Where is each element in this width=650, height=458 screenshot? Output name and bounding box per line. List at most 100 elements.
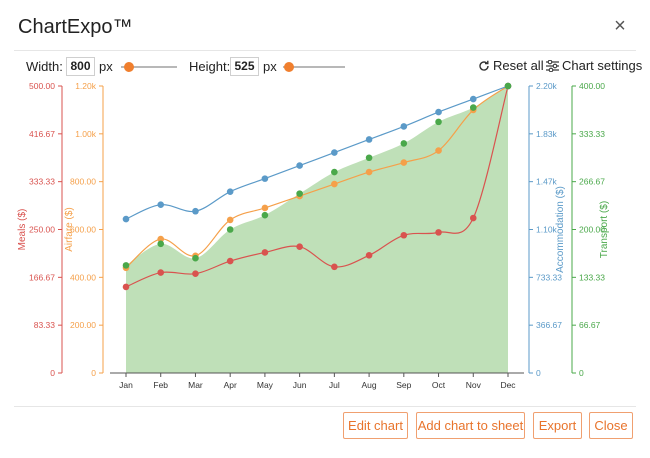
x-axis-tick-label-5: Jun: [293, 380, 307, 390]
data-point-0-1: [157, 269, 165, 276]
data-point-2-5: [296, 162, 303, 169]
y-axis-tick-label-0-5: 416.67: [29, 129, 55, 139]
y-axis-tick-label-0-6: 500.00: [29, 81, 55, 91]
data-point-2-3: [226, 188, 234, 195]
data-point-1-9: [435, 147, 442, 154]
data-point-2-0: [122, 215, 130, 223]
data-point-2-10: [469, 95, 477, 103]
y-axis-tick-label-2-4: 1.47k: [536, 177, 558, 187]
header-divider: [14, 50, 636, 51]
y-axis-tick-label-0-4: 333.33: [29, 177, 55, 187]
export-button[interactable]: Export: [533, 412, 582, 439]
chart-settings-button[interactable]: Chart settings: [546, 58, 642, 73]
y-axis-tick-label-1-4: 800.00: [70, 177, 96, 187]
width-label: Width:: [26, 59, 63, 74]
height-slider-track[interactable]: [283, 66, 345, 68]
data-point-3-2: [192, 254, 199, 262]
data-point-3-0: [122, 262, 130, 269]
y-axis-tick-label-3-4: 266.67: [579, 177, 605, 187]
data-point-0-2: [192, 270, 199, 277]
data-point-3-10: [469, 104, 477, 111]
data-point-3-11: [504, 82, 512, 90]
size-controls: Width: 800 px Height: 525 px Reset all C…: [0, 57, 650, 77]
y-axis-tick-label-2-3: 1.10k: [536, 225, 558, 235]
data-point-0-4: [261, 249, 269, 256]
y-axis-tick-label-0-1: 83.33: [34, 320, 56, 330]
y-axis-title-1: Airfare ($): [64, 207, 75, 251]
data-point-3-6: [331, 168, 338, 176]
data-point-2-1: [157, 201, 165, 209]
y-axis-tick-label-1-6: 1.20k: [75, 81, 97, 91]
edit-chart-button[interactable]: Edit chart: [343, 412, 408, 439]
x-axis-tick-label-11: Dec: [500, 380, 516, 390]
data-point-1-8: [400, 159, 408, 166]
y-axis-tick-label-2-1: 366.67: [536, 320, 562, 330]
footer-divider: [14, 406, 636, 407]
y-axis-tick-label-2-5: 1.83k: [536, 129, 558, 139]
x-axis-tick-label-8: Sep: [396, 380, 411, 390]
y-axis-tick-label-3-5: 333.33: [579, 129, 605, 139]
data-point-1-3: [226, 216, 234, 224]
data-point-0-6: [331, 263, 338, 271]
data-point-2-8: [400, 123, 408, 130]
y-axis-tick-label-3-0: 0: [579, 368, 584, 378]
data-point-1-4: [261, 204, 269, 212]
data-point-3-5: [296, 190, 303, 197]
data-point-3-7: [365, 154, 373, 162]
series-area-3: [126, 86, 508, 373]
dialog-title: ChartExpo™: [18, 16, 133, 38]
data-point-0-8: [400, 231, 408, 239]
width-slider-track[interactable]: [121, 66, 177, 68]
data-point-1-7: [365, 168, 373, 176]
width-unit: px: [99, 59, 113, 74]
x-axis-tick-label-2: Mar: [188, 380, 203, 390]
height-slider-thumb[interactable]: [284, 62, 294, 72]
x-axis-tick-label-0: Jan: [119, 380, 133, 390]
height-input[interactable]: 525: [230, 57, 259, 76]
data-point-0-7: [365, 252, 373, 259]
data-point-0-5: [296, 243, 303, 251]
y-axis-title-2: Accommodation ($): [555, 186, 566, 273]
y-axis-tick-label-1-0: 0: [91, 368, 96, 378]
add-chart-to-sheet-button[interactable]: Add chart to sheet: [416, 412, 525, 439]
y-axis-tick-label-1-1: 200.00: [70, 320, 96, 330]
data-point-2-6: [331, 149, 338, 156]
y-axis-tick-label-1-3: 600.00: [70, 225, 96, 235]
x-axis-tick-label-10: Nov: [466, 380, 482, 390]
data-point-2-2: [192, 207, 199, 215]
y-axis-tick-label-1-2: 400.00: [70, 272, 96, 282]
y-axis-tick-label-1-5: 1.00k: [75, 129, 97, 139]
data-point-2-4: [261, 175, 269, 182]
data-point-3-9: [435, 118, 442, 126]
y-axis-tick-label-2-0: 0: [536, 368, 541, 378]
data-point-0-9: [435, 229, 442, 236]
travel-expense-chart: 0 83.33 166.67 250.00 333.33 416.67 500.00 Meal…: [17, 81, 610, 390]
close-icon[interactable]: ×: [614, 15, 626, 37]
y-axis-tick-label-0-3: 250.00: [29, 225, 55, 235]
width-slider-thumb[interactable]: [124, 62, 134, 72]
height-label: Height:: [189, 59, 231, 74]
y-axis-tick-label-2-6: 2.20k: [536, 81, 558, 91]
data-point-3-1: [157, 240, 165, 248]
data-point-1-1: [157, 235, 165, 243]
x-axis-tick-label-3: Apr: [224, 380, 237, 390]
x-axis-tick-label-9: Oct: [432, 380, 446, 390]
reset-icon: [479, 60, 489, 71]
y-axis-title-3: Transport ($): [599, 201, 610, 258]
x-axis-tick-label-4: May: [257, 380, 274, 390]
data-point-3-3: [226, 226, 234, 233]
y-axis-tick-label-3-1: 66.67: [579, 320, 601, 330]
x-axis-tick-label-1: Feb: [153, 380, 168, 390]
close-button[interactable]: Close: [589, 412, 633, 439]
data-point-1-6: [331, 180, 338, 188]
data-point-3-4: [261, 211, 269, 219]
y-axis-tick-label-2-2: 733.33: [536, 272, 562, 282]
y-axis-tick-label-3-3: 200.00: [579, 225, 605, 235]
x-axis-tick-label-6: Jul: [329, 380, 340, 390]
reset-all-button[interactable]: Reset all: [478, 58, 544, 73]
reset-all-label: Reset all: [493, 58, 544, 73]
data-point-0-10: [469, 214, 477, 222]
width-input[interactable]: 800: [66, 57, 95, 76]
y-axis-tick-label-3-2: 133.33: [579, 272, 605, 282]
